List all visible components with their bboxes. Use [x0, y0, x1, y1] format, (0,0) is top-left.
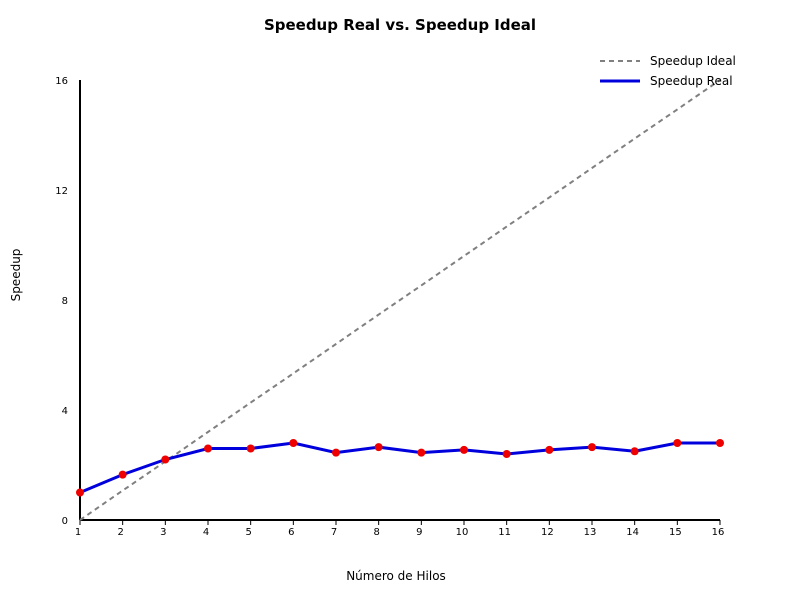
x-tick-label: 6: [288, 527, 294, 538]
x-tick-label: 15: [669, 527, 682, 538]
data-point: [545, 445, 554, 454]
chart-title: Speedup Real vs. Speedup Ideal: [264, 16, 536, 34]
y-axis-label: Speedup: [9, 249, 23, 302]
data-point: [588, 443, 596, 452]
legend-label: Speedup Ideal: [650, 54, 736, 68]
data-point: [417, 448, 426, 457]
x-tick-label: 8: [373, 527, 379, 538]
data-point: [161, 455, 170, 464]
data-point: [460, 445, 468, 454]
y-tick-label: 16: [55, 76, 68, 87]
y-tick-label: 12: [55, 186, 68, 197]
x-axis-label: Número de Hilos: [346, 569, 446, 583]
x-tick-label: 2: [117, 527, 123, 538]
data-point: [630, 447, 639, 456]
data-point: [118, 470, 127, 479]
data-point: [76, 488, 84, 497]
legend: Speedup Ideal Speedup Real: [600, 54, 736, 88]
series-line-speedup-real: [79, 441, 720, 494]
y-tick-label: 8: [62, 296, 68, 307]
x-tick-label: 7: [331, 527, 337, 538]
x-tick-label: 5: [245, 527, 251, 538]
x-tick-label: 13: [584, 527, 597, 538]
legend-label: Speedup Real: [650, 74, 733, 88]
y-tick-label: 4: [62, 406, 68, 417]
x-tick-label: 10: [456, 527, 469, 538]
x-tick-label: 9: [416, 527, 422, 538]
data-point: [246, 444, 255, 453]
data-point: [332, 448, 340, 457]
y-tick-label: 0: [62, 516, 68, 527]
data-point: [673, 439, 682, 447]
x-tick-label: 1: [75, 527, 81, 538]
series-line-speedup-ideal: [79, 79, 721, 521]
x-tick-label: 16: [712, 527, 725, 538]
x-tick-label: 4: [203, 527, 209, 538]
x-tick-label: 12: [541, 527, 554, 538]
x-tick-label: 3: [160, 527, 166, 538]
data-point: [716, 439, 724, 447]
data-point: [502, 450, 511, 458]
data-point: [204, 444, 212, 453]
data-point: [289, 439, 298, 447]
data-point: [374, 443, 383, 452]
x-tick-label: 11: [498, 527, 511, 538]
x-tick-label: 14: [626, 527, 639, 538]
